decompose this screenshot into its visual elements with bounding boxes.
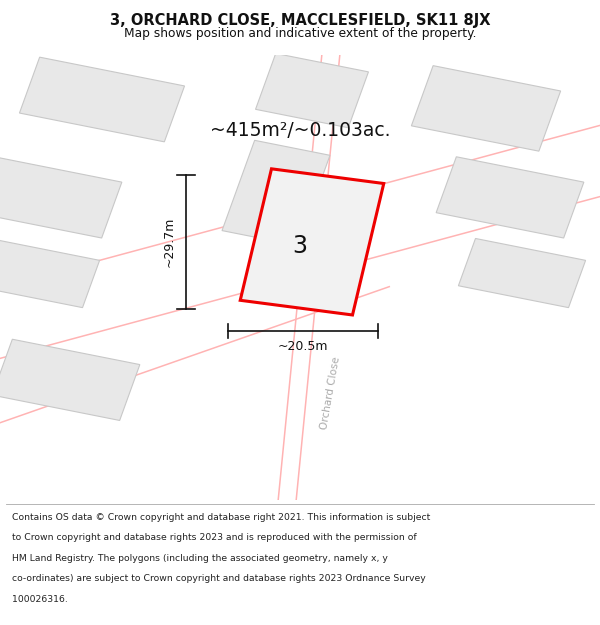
Polygon shape bbox=[240, 169, 384, 315]
Text: Orchard Close: Orchard Close bbox=[319, 356, 341, 431]
Text: ~29.7m: ~29.7m bbox=[162, 217, 175, 267]
Polygon shape bbox=[0, 239, 100, 308]
Text: ~415m²/~0.103ac.: ~415m²/~0.103ac. bbox=[210, 121, 390, 140]
Polygon shape bbox=[222, 141, 330, 246]
Polygon shape bbox=[436, 157, 584, 238]
Polygon shape bbox=[0, 339, 140, 421]
Text: Map shows position and indicative extent of the property.: Map shows position and indicative extent… bbox=[124, 27, 476, 39]
Text: 3, ORCHARD CLOSE, MACCLESFIELD, SK11 8JX: 3, ORCHARD CLOSE, MACCLESFIELD, SK11 8JX bbox=[110, 13, 490, 28]
Text: co-ordinates) are subject to Crown copyright and database rights 2023 Ordnance S: co-ordinates) are subject to Crown copyr… bbox=[12, 574, 426, 583]
Text: to Crown copyright and database rights 2023 and is reproduced with the permissio: to Crown copyright and database rights 2… bbox=[12, 533, 416, 542]
Text: 100026316.: 100026316. bbox=[12, 595, 68, 604]
Polygon shape bbox=[256, 54, 368, 128]
Text: HM Land Registry. The polygons (including the associated geometry, namely x, y: HM Land Registry. The polygons (includin… bbox=[12, 554, 388, 562]
Polygon shape bbox=[19, 57, 185, 142]
Polygon shape bbox=[0, 157, 122, 238]
Text: ~20.5m: ~20.5m bbox=[278, 340, 328, 352]
Polygon shape bbox=[412, 66, 560, 151]
Polygon shape bbox=[458, 239, 586, 308]
Text: 3: 3 bbox=[293, 234, 308, 258]
Text: Contains OS data © Crown copyright and database right 2021. This information is : Contains OS data © Crown copyright and d… bbox=[12, 512, 430, 521]
